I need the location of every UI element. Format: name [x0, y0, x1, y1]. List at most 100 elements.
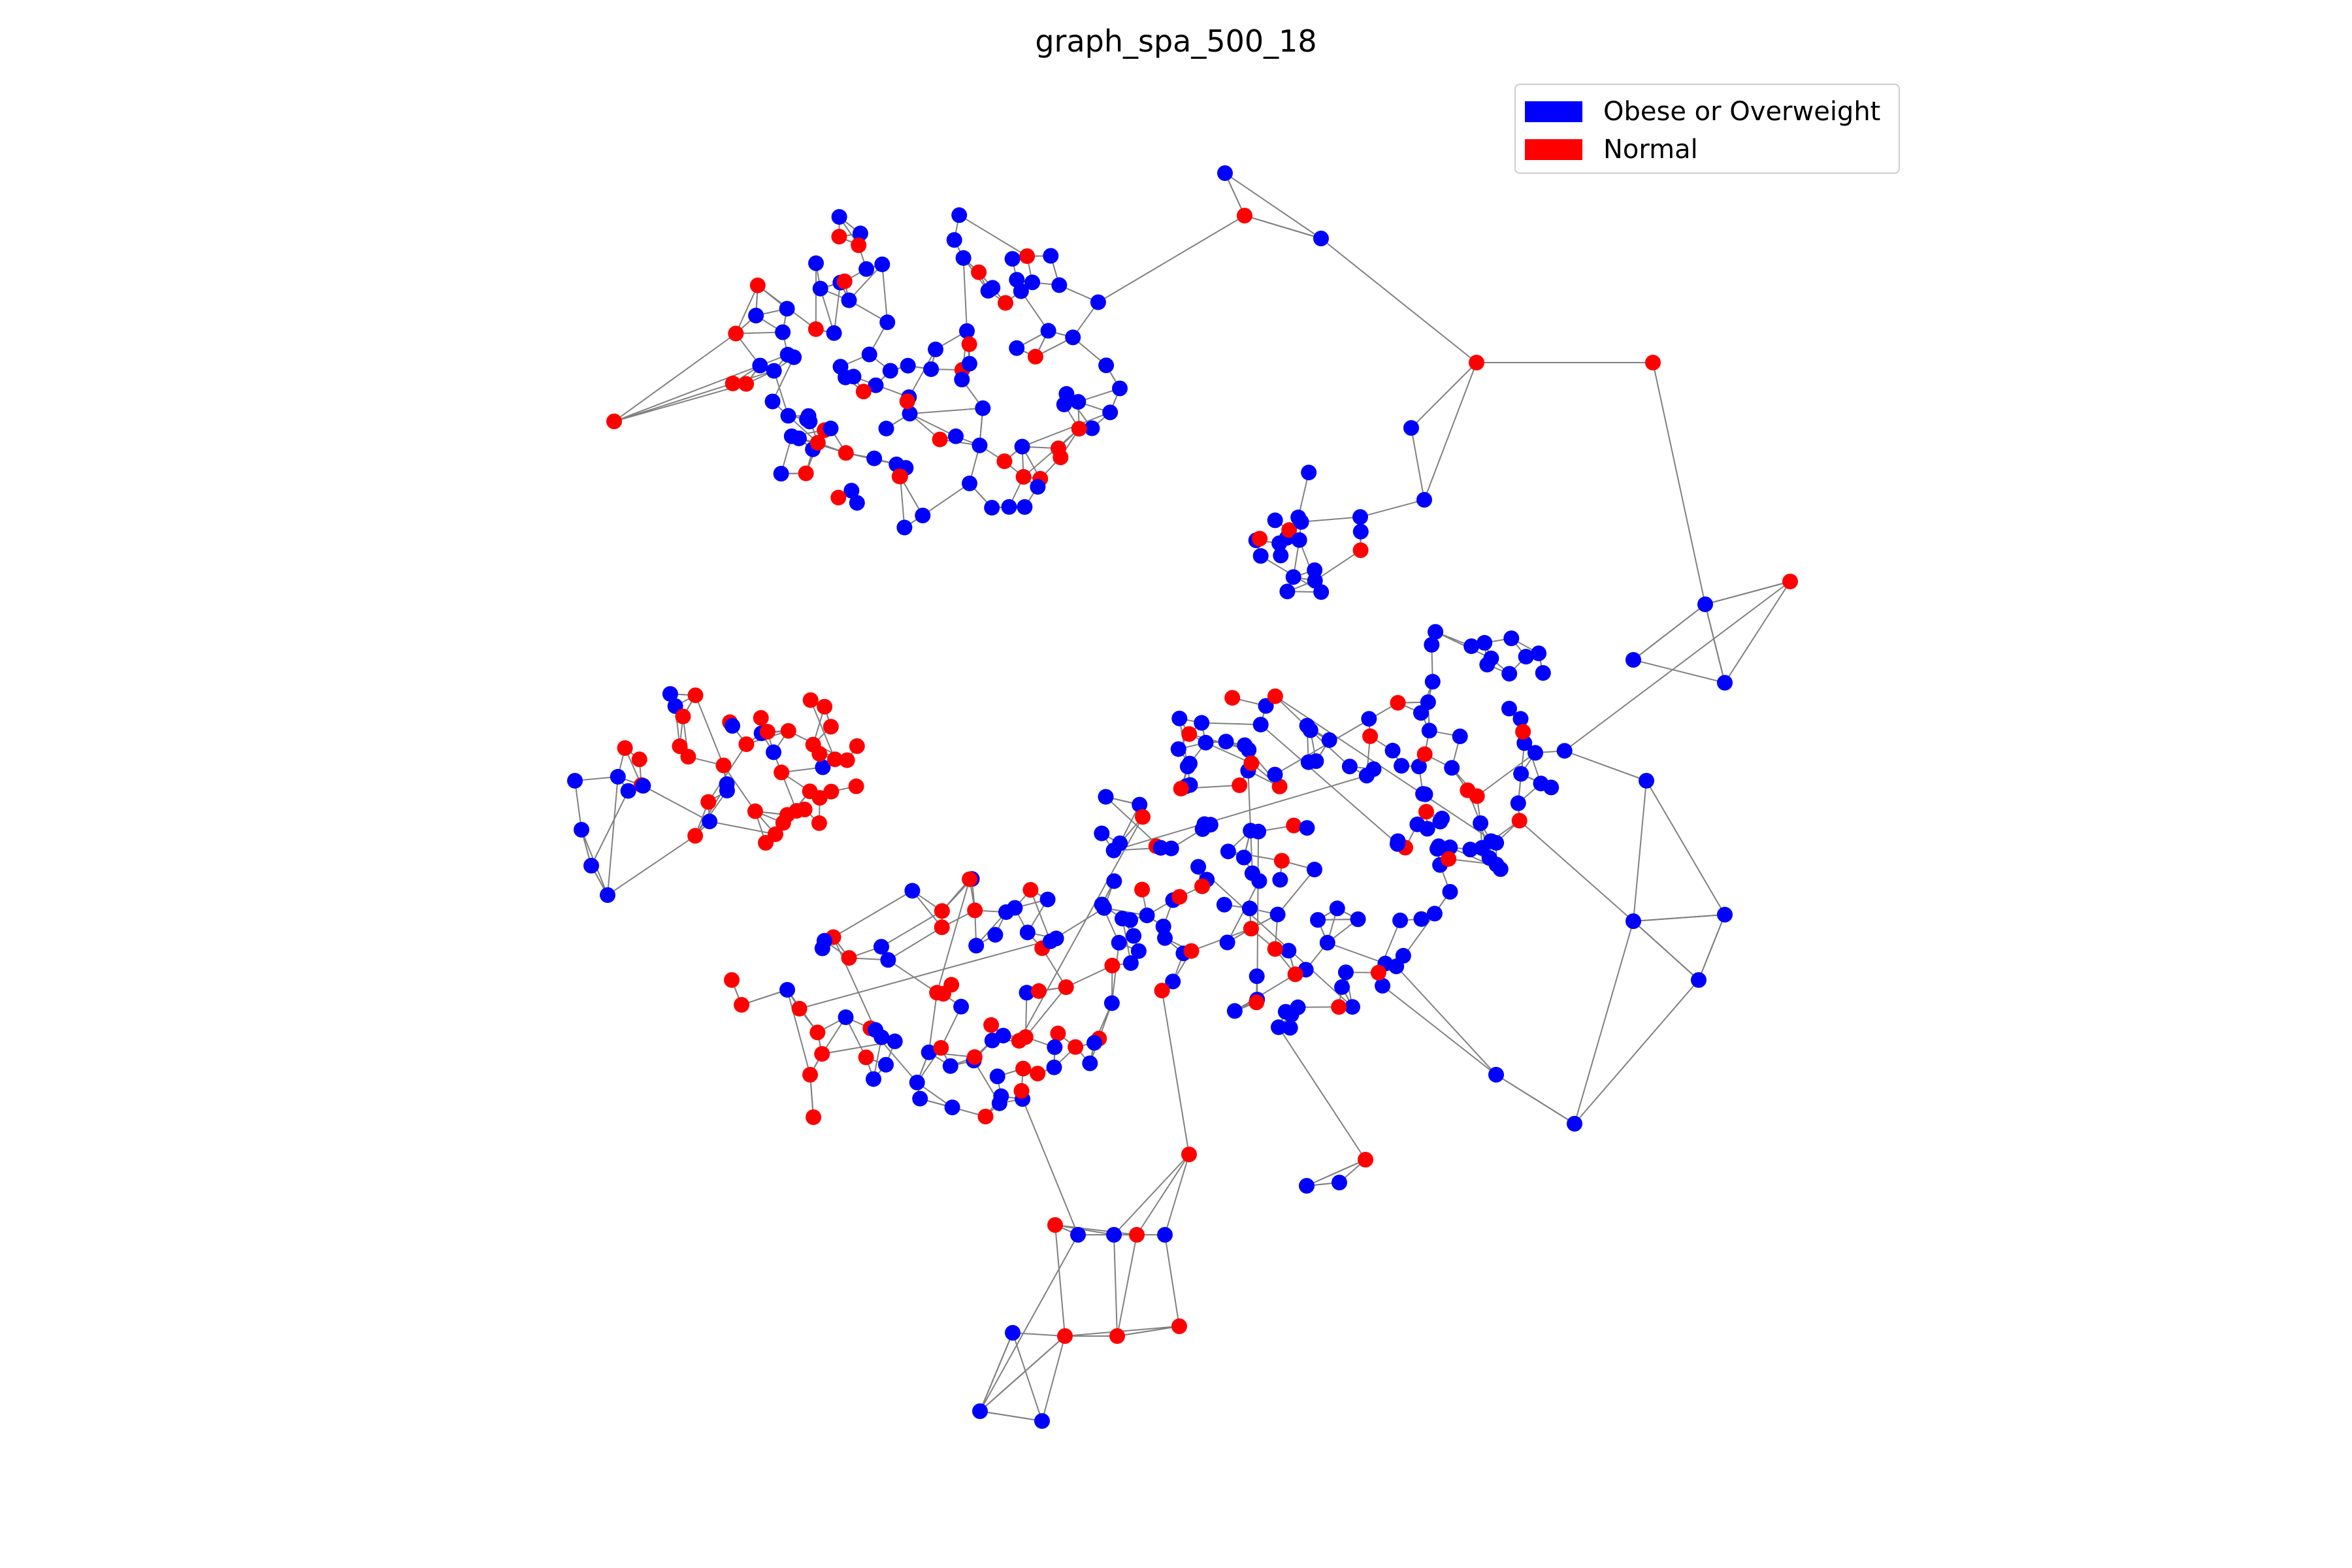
- graph-node-normal: [1243, 755, 1260, 772]
- graph-node-obese-or-overweight: [1115, 911, 1130, 927]
- graph-node-obese-or-overweight: [1313, 231, 1329, 246]
- graph-node-obese-or-overweight: [942, 1058, 958, 1074]
- graph-node-obese-or-overweight: [775, 324, 791, 340]
- graph-edge: [1633, 921, 1699, 981]
- legend-swatch-blue: [1525, 101, 1582, 122]
- graph-node-normal: [1027, 348, 1043, 365]
- graph-node-obese-or-overweight: [1216, 896, 1232, 913]
- graph-node-normal: [1331, 999, 1347, 1015]
- graph-node-obese-or-overweight: [1691, 972, 1707, 988]
- graph-node-obese-or-overweight: [868, 1022, 883, 1038]
- graph-node-obese-or-overweight: [1291, 532, 1307, 548]
- graph-node-obese-or-overweight: [980, 283, 996, 299]
- graph-node-obese-or-overweight: [1285, 569, 1301, 585]
- graph-node-normal: [606, 414, 622, 429]
- graph-edge: [735, 285, 759, 334]
- graph-node-obese-or-overweight: [1307, 562, 1323, 578]
- graph-node-normal: [802, 692, 819, 708]
- graph-node-normal: [700, 794, 717, 810]
- graph-node-obese-or-overweight: [838, 1009, 854, 1025]
- legend: Obese or Overweight Normal: [1514, 84, 1900, 174]
- graph-node-normal: [1135, 809, 1151, 825]
- graph-node-obese-or-overweight: [841, 292, 857, 308]
- graph-edge: [1633, 780, 1647, 922]
- graph-node-obese-or-overweight: [1501, 700, 1517, 717]
- graph-node-obese-or-overweight: [852, 225, 868, 242]
- graph-edge: [1066, 964, 1113, 988]
- graph-node-obese-or-overweight: [816, 933, 832, 949]
- graph-node-normal: [1286, 817, 1302, 834]
- graph-node-normal: [1243, 921, 1259, 937]
- graph-node-obese-or-overweight: [1279, 583, 1296, 600]
- graph-node-normal: [841, 950, 857, 966]
- graph-edge: [1136, 1154, 1190, 1235]
- graph-node-obese-or-overweight: [1014, 438, 1030, 455]
- graph-node-obese-or-overweight: [1531, 645, 1547, 661]
- graph-node-obese-or-overweight: [946, 232, 962, 248]
- graph-node-obese-or-overweight: [1086, 1035, 1102, 1051]
- graph-node-obese-or-overweight: [1112, 380, 1128, 397]
- graph-node-normal: [1782, 574, 1798, 589]
- graph-node-normal: [855, 384, 872, 400]
- graph-node-normal: [1109, 1328, 1125, 1344]
- graph-node-normal: [1050, 1025, 1066, 1041]
- graph-node-normal: [1019, 248, 1036, 265]
- graph-node-obese-or-overweight: [1329, 900, 1345, 917]
- graph-node-obese-or-overweight: [866, 1071, 881, 1087]
- graph-node-normal: [961, 336, 977, 352]
- graph-node-obese-or-overweight: [1019, 924, 1036, 941]
- graph-node-normal: [1031, 983, 1047, 999]
- graph-node-obese-or-overweight: [1302, 722, 1318, 738]
- graph-node-obese-or-overweight: [1717, 907, 1733, 923]
- graph-node-obese-or-overweight: [1043, 248, 1059, 264]
- graph-node-normal: [848, 778, 864, 794]
- graph-edge: [1117, 1326, 1180, 1337]
- graph-node-obese-or-overweight: [1301, 465, 1317, 481]
- graph-node-obese-or-overweight: [1299, 820, 1315, 836]
- graph-edge: [899, 476, 906, 528]
- graph-node-obese-or-overweight: [1090, 294, 1106, 310]
- graph-node-normal: [780, 723, 796, 739]
- graph-node-obese-or-overweight: [1267, 512, 1283, 529]
- graph-node-obese-or-overweight: [1098, 789, 1114, 805]
- graph-node-obese-or-overweight: [1139, 907, 1155, 924]
- graph-node-obese-or-overweight: [849, 495, 865, 511]
- graph-node-normal: [672, 738, 688, 755]
- graph-node-normal: [1171, 889, 1188, 905]
- graph-node-obese-or-overweight: [1290, 999, 1306, 1015]
- graph-node-normal: [747, 803, 763, 819]
- graph-edge: [787, 989, 811, 1075]
- graph-node-obese-or-overweight: [764, 393, 781, 410]
- graph-node-obese-or-overweight: [1277, 1004, 1294, 1020]
- graph-node-obese-or-overweight: [1155, 919, 1171, 935]
- graph-node-obese-or-overweight: [719, 776, 735, 792]
- graph-node-normal: [998, 295, 1013, 311]
- graph-edge: [1382, 985, 1497, 1075]
- graph-node-normal: [758, 835, 774, 851]
- graph-node-normal: [1030, 1066, 1046, 1082]
- graph-edge: [1224, 172, 1322, 239]
- graph-node-obese-or-overweight: [1416, 492, 1432, 508]
- graph-node-obese-or-overweight: [1488, 1067, 1504, 1083]
- graph-edge: [881, 910, 943, 947]
- graph-node-normal: [1271, 778, 1288, 794]
- graph-node-obese-or-overweight: [1313, 584, 1330, 600]
- graph-node-normal: [779, 807, 795, 823]
- graph-edge: [1724, 581, 1791, 683]
- graph-edge: [1424, 362, 1477, 500]
- graph-node-obese-or-overweight: [1220, 843, 1236, 860]
- graph-node-obese-or-overweight: [1244, 865, 1260, 881]
- graph-node-normal: [977, 1109, 994, 1124]
- graph-node-obese-or-overweight: [928, 341, 943, 357]
- graph-node-normal: [1267, 941, 1283, 957]
- graph-node-obese-or-overweight: [1419, 821, 1435, 837]
- graph-node-obese-or-overweight: [951, 207, 968, 223]
- graph-node-obese-or-overweight: [1361, 711, 1377, 727]
- graph-node-obese-or-overweight: [1024, 274, 1041, 291]
- graph-node-obese-or-overweight: [1250, 823, 1267, 840]
- graph-node-normal: [983, 1017, 1000, 1033]
- graph-edge: [1315, 549, 1362, 581]
- graph-node-obese-or-overweight: [1428, 624, 1444, 640]
- graph-node-obese-or-overweight: [1235, 849, 1252, 866]
- graph-node-obese-or-overweight: [902, 406, 918, 422]
